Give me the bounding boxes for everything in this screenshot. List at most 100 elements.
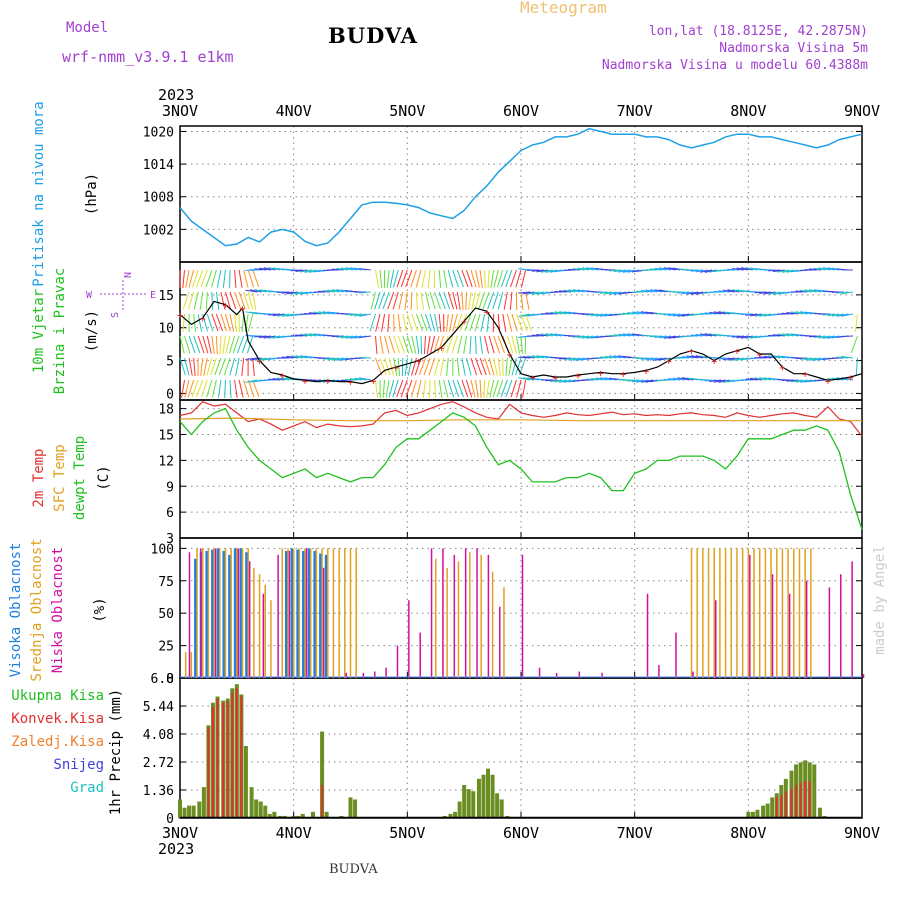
- wind-arrow: [466, 358, 471, 375]
- wind-arrow: [185, 380, 189, 397]
- xtick-label-top: 4NOV: [276, 102, 312, 120]
- model-elevation-label: Nadmorska Visina u modelu 60.4388m: [602, 58, 868, 73]
- wind-label-1: 10m Vjetar: [31, 289, 47, 373]
- precip-total-bar: [770, 797, 774, 818]
- wind-arrow: [457, 292, 460, 310]
- precip-total-bar: [500, 799, 504, 818]
- wind-arrow: [376, 270, 379, 288]
- precip-conv-bar: [236, 688, 238, 818]
- wind-arrow: [407, 314, 412, 331]
- precip-ytick-label: 1.36: [143, 784, 174, 799]
- wind-arrow: [485, 336, 489, 354]
- wind-arrow: [206, 292, 207, 310]
- wind-gust-marker: +: [200, 314, 206, 325]
- wind-arrow: [412, 336, 416, 354]
- temp-ytick-label: 15: [158, 429, 174, 444]
- precip-total-bar: [458, 802, 462, 818]
- wind-gust-marker: +: [575, 371, 581, 382]
- wind-arrow: [470, 314, 476, 331]
- precip-conv-bar: [231, 692, 233, 818]
- precip-total-bar: [353, 799, 357, 818]
- wind-arrow: [457, 358, 459, 376]
- xtick-label-bottom: 6NOV: [503, 824, 539, 842]
- wind-gust-marker: +: [302, 376, 308, 387]
- wind-gust-marker: +: [620, 370, 626, 381]
- precip-total-bar: [197, 802, 201, 818]
- precip-conv-bar: [321, 785, 323, 818]
- temp-sfc-label: SFC Temp: [52, 444, 68, 511]
- xtick-label-bottom: 4NOV: [276, 824, 312, 842]
- cloud-high-label: Visoka Oblacnost: [8, 543, 24, 678]
- wind-arrow: [430, 336, 434, 354]
- wind-arrow: [230, 314, 234, 332]
- wind-arrow: [248, 270, 253, 287]
- wind-arrow: [207, 380, 212, 397]
- wind-arrow: [248, 314, 252, 331]
- wind-arrow: [489, 336, 494, 353]
- precip-total-bar: [250, 787, 254, 818]
- precip-total-bar: [471, 791, 475, 818]
- precip-conv-bar: [212, 707, 214, 818]
- wind-arrow: [253, 358, 255, 376]
- wind-arrow: [185, 336, 190, 353]
- wind-gust-marker: +: [279, 371, 285, 382]
- wind-arrow: [386, 380, 389, 398]
- wind-arrow: [421, 336, 422, 354]
- wind-gust-marker: +: [779, 363, 785, 374]
- wind-arrow: [851, 336, 857, 353]
- wind-arrow: [359, 357, 371, 358]
- wind-gust-marker: +: [734, 347, 740, 358]
- wind-arrow: [471, 380, 475, 398]
- year-label-top: 2023: [158, 86, 194, 104]
- precip-ytick-label: 5.44: [143, 700, 174, 715]
- precip-total-bar: [349, 797, 353, 818]
- precip-conv-bar: [776, 797, 778, 818]
- wind-arrow: [212, 292, 213, 310]
- precip-conv-bar: [800, 783, 802, 818]
- wind-arrow: [201, 358, 203, 376]
- wind-arrow: [447, 314, 449, 332]
- wind-arrow: [480, 270, 482, 288]
- wind-gust-marker: +: [325, 376, 331, 387]
- precip-total-bar: [818, 808, 822, 818]
- precip-unit: 1hr Precip (mm): [108, 689, 124, 815]
- wind-arrow: [484, 380, 485, 398]
- wind-arrow: [476, 380, 479, 398]
- wind-arrow: [387, 270, 389, 288]
- wind-arrow: [388, 314, 389, 332]
- cloud-mid-label: Srednja Oblacnost: [29, 538, 45, 681]
- pressure-label: Pritisak na nivou mora: [31, 101, 47, 286]
- wind-arrow: [194, 358, 196, 376]
- wind-gust-marker: +: [416, 357, 422, 368]
- year-label-bottom: 2023: [158, 840, 194, 858]
- wind-arrow: [448, 380, 453, 397]
- wind-arrow: [411, 380, 416, 397]
- wind-arrow: [439, 380, 442, 398]
- wind-arrow: [424, 336, 425, 354]
- wind-ytick-label: 5: [166, 355, 174, 370]
- wind-gust-marker: +: [177, 311, 183, 322]
- wind-arrow: [428, 270, 430, 288]
- wind-arrow: [370, 314, 375, 331]
- wind-arrow: [521, 270, 525, 288]
- wind-arrow: [411, 270, 417, 287]
- xtick-label-bottom: 7NOV: [617, 824, 653, 842]
- wind-arrow: [476, 270, 480, 288]
- xtick-label-bottom: 9NOV: [844, 824, 880, 842]
- precip-total-bar: [467, 789, 471, 818]
- wind-arrow: [841, 336, 853, 337]
- coords-label: lon,lat (18.8125E, 42.2875N): [649, 24, 868, 39]
- precip-conv-bar: [791, 789, 793, 818]
- xtick-label-top: 6NOV: [503, 102, 539, 120]
- cloud-ytick-label: 75: [158, 575, 174, 590]
- wind-arrow: [427, 336, 430, 354]
- model-name: wrf-nmm_v3.9.1 e1km: [62, 48, 234, 66]
- wind-gust-marker: +: [666, 357, 672, 368]
- wind-gust-marker: +: [347, 378, 353, 389]
- wind-arrow: [440, 358, 443, 376]
- cloud-low-label: Niska Oblacnost: [50, 547, 66, 673]
- wind-arrow: [435, 314, 438, 332]
- wind-arrow: [423, 380, 425, 398]
- wind-arrow: [488, 270, 489, 288]
